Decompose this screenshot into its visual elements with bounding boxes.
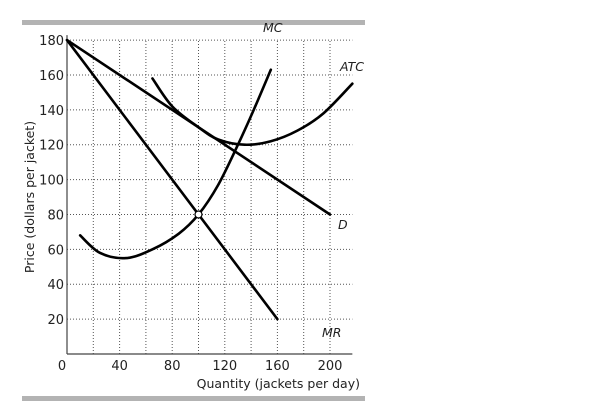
curves: D MR MC ATC — [65, 20, 364, 340]
curve-label-d: D — [338, 217, 348, 232]
y-tick-label: 140 — [39, 104, 64, 119]
x-tick-label: 160 — [265, 359, 290, 374]
y-tick-label: 20 — [47, 313, 64, 328]
curve-label-mr: MR — [322, 325, 341, 340]
y-tick-label: 120 — [39, 139, 64, 154]
y-tick-label: 60 — [47, 243, 64, 258]
y-axis-label: Price (dollars per jacket) — [22, 121, 37, 273]
y-tick-label: 100 — [39, 174, 64, 189]
curve-label-mc: MC — [263, 20, 283, 35]
x-tick-label: 200 — [318, 359, 343, 374]
top-rule — [22, 20, 365, 25]
tick-labels: 0 40 80 120 160 200 20 40 60 80 100 120 140 160 180 — [39, 34, 342, 374]
axes — [66, 35, 353, 355]
x-tick-label: 40 — [111, 359, 128, 374]
bottom-rule — [22, 396, 365, 401]
curve-atc — [151, 77, 354, 147]
x-tick-label: 80 — [164, 359, 181, 374]
curve-mr — [65, 38, 279, 321]
x-axis-label: Quantity (jackets per day) — [197, 376, 360, 391]
profit-max-point — [194, 210, 203, 219]
y-tick-label: 40 — [47, 278, 64, 293]
x-tick-label: 120 — [212, 359, 237, 374]
curve-mc — [78, 68, 273, 260]
y-tick-label: 180 — [39, 34, 64, 49]
y-tick-label: 80 — [47, 208, 64, 223]
y-tick-label: 160 — [39, 69, 64, 84]
x-tick-label: 0 — [58, 359, 66, 374]
curve-label-atc: ATC — [339, 59, 364, 74]
